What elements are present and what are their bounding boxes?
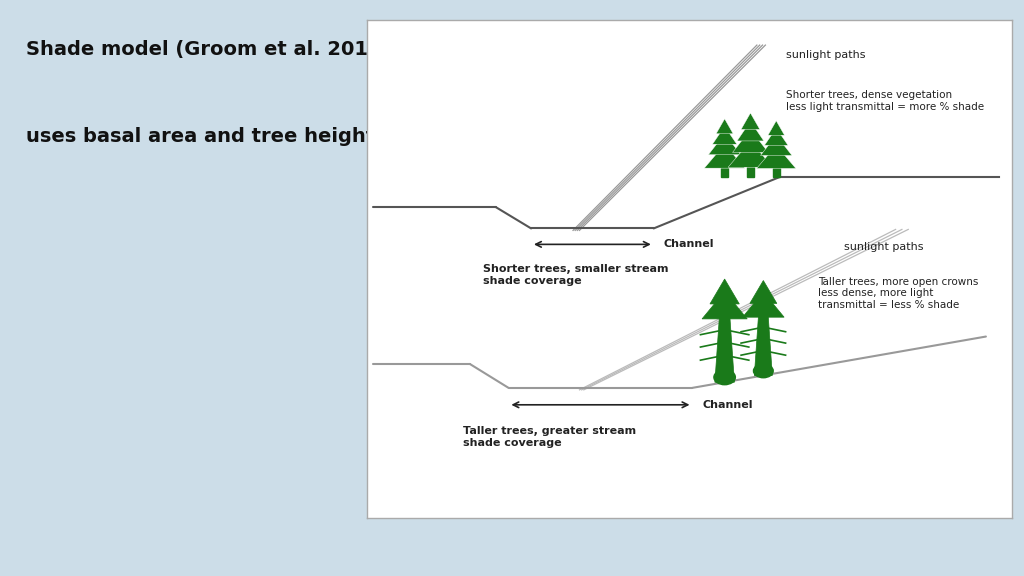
Polygon shape: [741, 113, 760, 130]
Ellipse shape: [754, 364, 773, 378]
Text: Taller trees, greater stream
shade coverage: Taller trees, greater stream shade cover…: [463, 426, 637, 448]
Text: Channel: Channel: [664, 240, 714, 249]
Text: Shorter trees, smaller stream
shade coverage: Shorter trees, smaller stream shade cove…: [482, 264, 669, 286]
Text: Channel: Channel: [702, 400, 753, 410]
Polygon shape: [705, 144, 744, 168]
Polygon shape: [768, 121, 784, 135]
Polygon shape: [765, 128, 788, 145]
Bar: [773, 168, 779, 177]
Polygon shape: [757, 145, 796, 168]
Bar: [721, 168, 728, 177]
Text: sunlight paths: sunlight paths: [786, 50, 865, 60]
Polygon shape: [713, 126, 737, 144]
Text: Shorter trees, dense vegetation
less light transmittal = more % shade: Shorter trees, dense vegetation less lig…: [786, 90, 984, 112]
Polygon shape: [732, 130, 768, 153]
Ellipse shape: [714, 370, 735, 385]
Polygon shape: [715, 305, 734, 382]
Bar: [746, 167, 754, 177]
Polygon shape: [750, 281, 777, 304]
Text: Taller trees, more open crowns
less dense, more light
transmittal = less % shade: Taller trees, more open crowns less dens…: [818, 276, 979, 310]
Text: uses basal area and tree height: uses basal area and tree height: [26, 127, 375, 146]
Polygon shape: [737, 121, 764, 141]
Polygon shape: [761, 135, 792, 156]
Polygon shape: [755, 304, 772, 376]
Text: sunlight paths: sunlight paths: [844, 242, 924, 252]
Polygon shape: [742, 292, 784, 317]
Polygon shape: [716, 119, 733, 134]
Polygon shape: [728, 141, 773, 167]
Polygon shape: [709, 134, 741, 155]
Polygon shape: [710, 279, 739, 304]
Text: Shade model (Groom et al. 2011): Shade model (Groom et al. 2011): [26, 40, 390, 59]
Polygon shape: [702, 291, 748, 319]
